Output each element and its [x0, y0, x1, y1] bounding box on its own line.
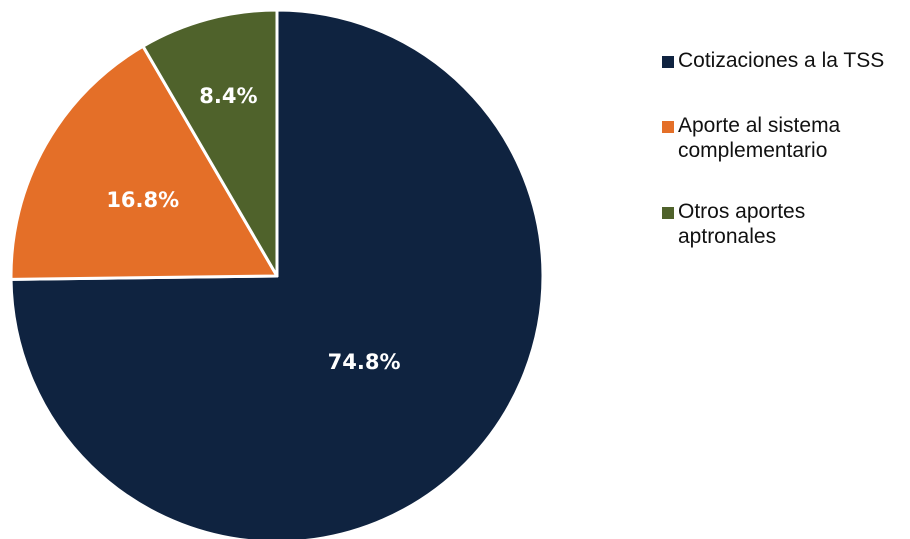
legend-label-cotizaciones-line1: Cotizaciones a la TSS: [678, 49, 885, 72]
legend-item-otros-aportes: Otros aportes aptronales: [662, 199, 907, 249]
legend-label-otros-line1: Otros aportes: [678, 200, 806, 223]
pie-slice-otros-aportes: [141, 8, 279, 278]
legend: Cotizaciones a la TSS Aporte al sistema …: [662, 48, 907, 289]
legend-item-aporte-complementario: Aporte al sistema complementario: [662, 113, 907, 163]
pie-chart: 74.8% 16.8% 8.4%: [9, 8, 545, 539]
pie-slices: [9, 8, 545, 539]
legend-label-otros-line2: aptronales: [678, 225, 777, 248]
pie-label-aporte-complementario: 16.8%: [106, 188, 179, 212]
legend-swatch-cotizaciones: [662, 56, 674, 68]
legend-label-aporte-line2: complementario: [678, 139, 828, 162]
pie-label-otros-aportes: 8.4%: [199, 84, 257, 108]
legend-swatch-aporte-complementario: [662, 121, 674, 133]
pie-label-cotizaciones: 74.8%: [328, 350, 401, 374]
legend-item-cotizaciones: Cotizaciones a la TSS: [662, 48, 907, 73]
legend-swatch-otros-aportes: [662, 207, 674, 219]
pie-slice-cotizaciones: [9, 8, 545, 539]
pie-slice-aporte-complementario: [9, 44, 279, 281]
pie-labels: 74.8% 16.8% 8.4%: [106, 84, 400, 374]
legend-label-aporte-line1: Aporte al sistema: [678, 114, 841, 137]
